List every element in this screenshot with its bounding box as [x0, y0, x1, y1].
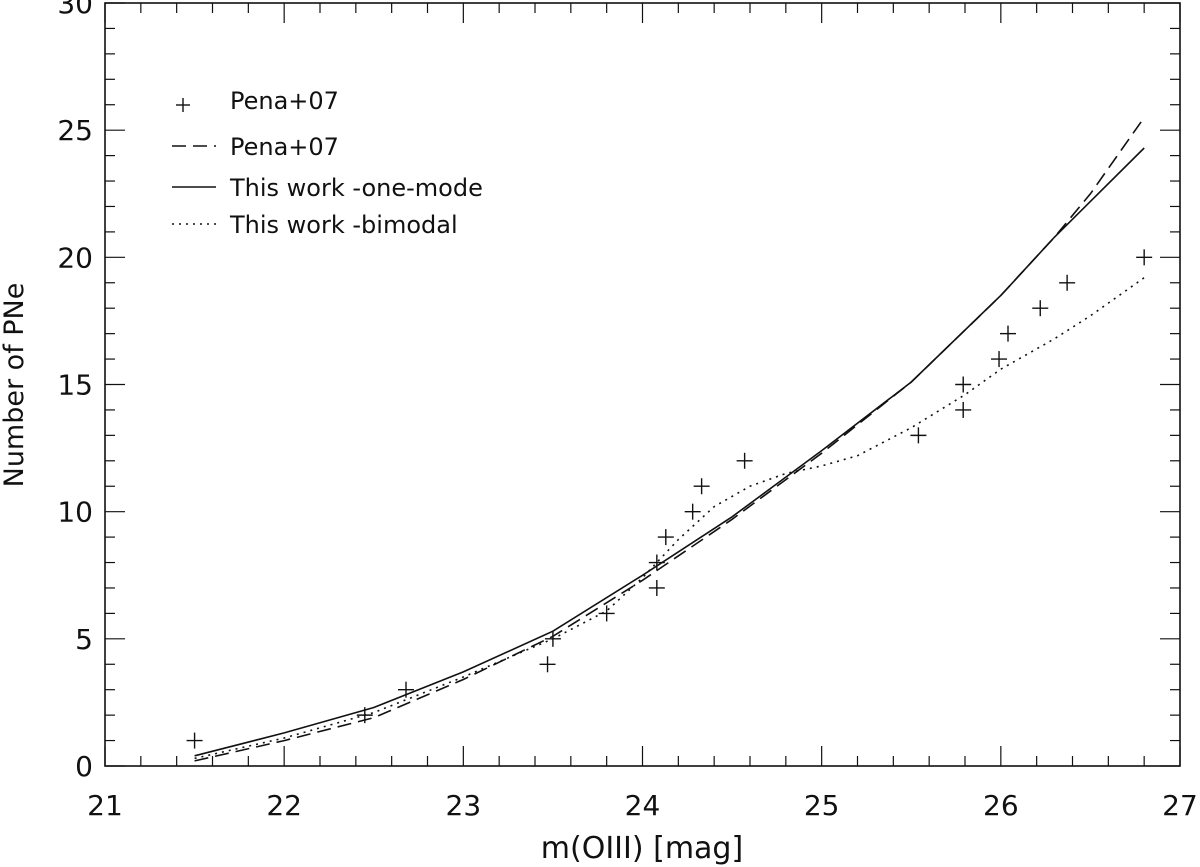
- y-tick-label: 0: [75, 750, 93, 783]
- data-point: [736, 452, 753, 469]
- legend-label: This work -one-mode: [229, 174, 483, 202]
- legend-item: Pena+07: [172, 133, 339, 161]
- data-point: [1059, 274, 1076, 291]
- series-dotted: [194, 277, 1145, 760]
- y-tick-label: 25: [57, 114, 93, 147]
- series-line-dashed: [194, 117, 1145, 762]
- data-point: [657, 529, 674, 546]
- y-tick-label: 5: [75, 623, 93, 656]
- x-tick-label: 24: [625, 789, 661, 822]
- data-point: [648, 579, 665, 596]
- series-line-dotted: [194, 277, 1145, 760]
- series: [186, 117, 1153, 762]
- data-point: [910, 427, 927, 444]
- data-point: [693, 478, 710, 495]
- series-dashed: [194, 117, 1145, 762]
- data-point: [539, 656, 556, 673]
- x-tick-label: 27: [1162, 789, 1198, 822]
- legend-item: Pena+07: [176, 87, 339, 115]
- data-point: [1136, 249, 1153, 266]
- data-point: [684, 503, 701, 520]
- legend-label: Pena+07: [230, 87, 339, 115]
- x-tick-label: 26: [983, 789, 1019, 822]
- axis-ticks: [104, 2, 1181, 767]
- legend-item: This work -one-mode: [172, 174, 483, 202]
- y-tick-label: 30: [57, 0, 93, 20]
- x-tick-label: 21: [87, 789, 123, 822]
- legend: Pena+07 Pena+07 This work -one-mode This wo…: [172, 87, 483, 239]
- data-point: [1000, 325, 1016, 342]
- y-tick-label: 20: [57, 241, 93, 274]
- series-solid: [194, 147, 1145, 757]
- x-tick-label: 23: [446, 789, 482, 822]
- data-point: [598, 605, 615, 622]
- legend-item: This work -bimodal: [172, 211, 458, 239]
- x-axis-label: m(OIII) [mag]: [541, 831, 743, 866]
- x-tick-label: 22: [266, 789, 302, 822]
- legend-label: Pena+07: [230, 133, 339, 161]
- series-points: [186, 249, 1153, 749]
- y-tick-label: 15: [57, 369, 93, 402]
- x-tick-label: 25: [804, 789, 840, 822]
- data-point: [186, 732, 203, 749]
- legend-label: This work -bimodal: [229, 211, 458, 239]
- series-line-solid: [194, 147, 1145, 757]
- data-point: [955, 401, 972, 418]
- y-axis-label: Number of PNe: [0, 283, 30, 488]
- y-tick-label: 10: [57, 496, 93, 529]
- data-point: [1032, 300, 1049, 317]
- plot-border: [104, 2, 1181, 767]
- data-point: [955, 376, 972, 393]
- plot-frame: [104, 2, 1181, 767]
- tick-labels: 21 22 23 24 25 26 27 0 5 10 15 20 25 30: [57, 0, 1197, 822]
- data-point: [991, 351, 1008, 368]
